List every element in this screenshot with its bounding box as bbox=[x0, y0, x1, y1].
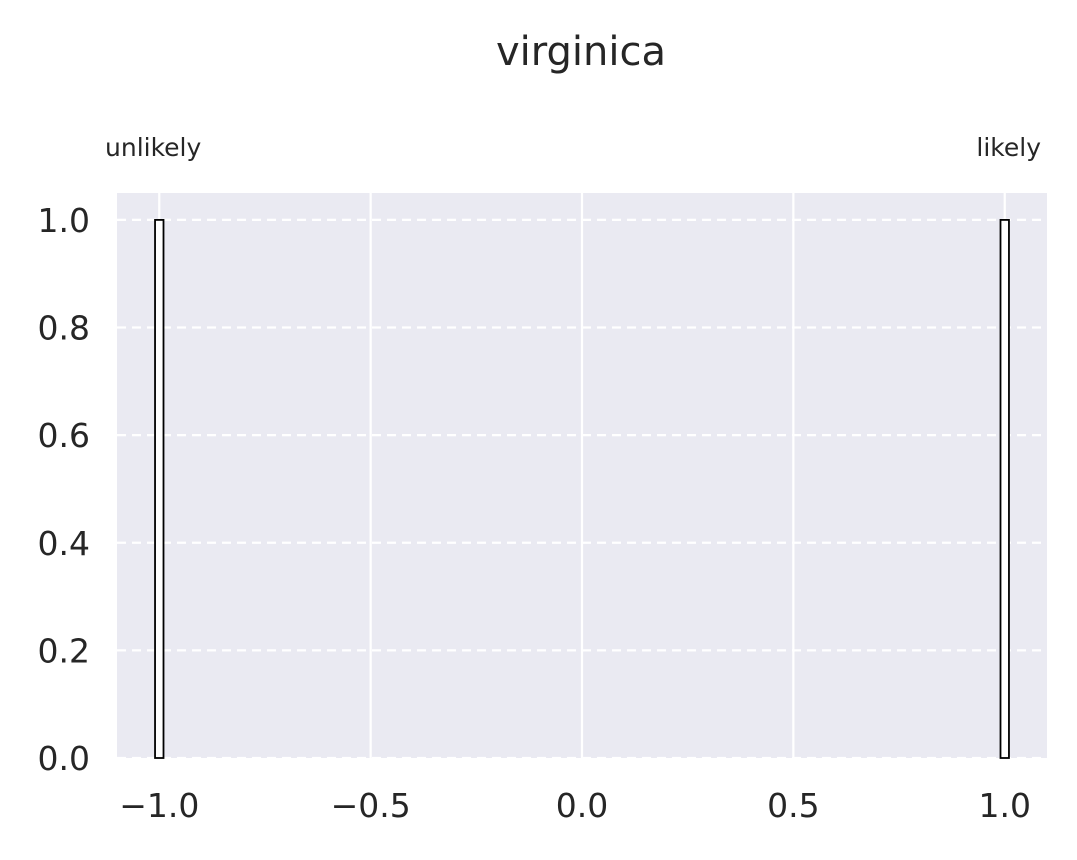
y-tick-label-5: 1.0 bbox=[38, 201, 90, 240]
y-tick-label-0: 0.0 bbox=[38, 739, 90, 778]
bar-0 bbox=[154, 219, 165, 759]
x-axis-ticks: −1.0 −0.5 0.0 0.5 1.0 bbox=[119, 786, 1031, 825]
grid bbox=[117, 193, 1047, 760]
y-tick-label-2: 0.4 bbox=[38, 524, 90, 563]
chart-title: virginica bbox=[496, 29, 666, 75]
annotation-unlikely: unlikely bbox=[105, 133, 201, 162]
x-tick-label-3: 0.5 bbox=[767, 786, 819, 825]
x-tick-label-1: −0.5 bbox=[331, 786, 411, 825]
bar-1 bbox=[999, 219, 1010, 759]
x-tick-label-4: 1.0 bbox=[978, 786, 1030, 825]
y-axis-ticks: 0.0 0.2 0.4 0.6 0.8 1.0 bbox=[38, 201, 90, 778]
y-tick-label-1: 0.2 bbox=[38, 631, 90, 670]
y-tick-label-3: 0.6 bbox=[38, 416, 90, 455]
x-tick-label-0: −1.0 bbox=[119, 786, 199, 825]
x-tick-label-2: 0.0 bbox=[556, 786, 608, 825]
annotation-likely: likely bbox=[976, 133, 1041, 162]
bars bbox=[154, 219, 1010, 759]
y-tick-label-4: 0.8 bbox=[38, 309, 90, 348]
